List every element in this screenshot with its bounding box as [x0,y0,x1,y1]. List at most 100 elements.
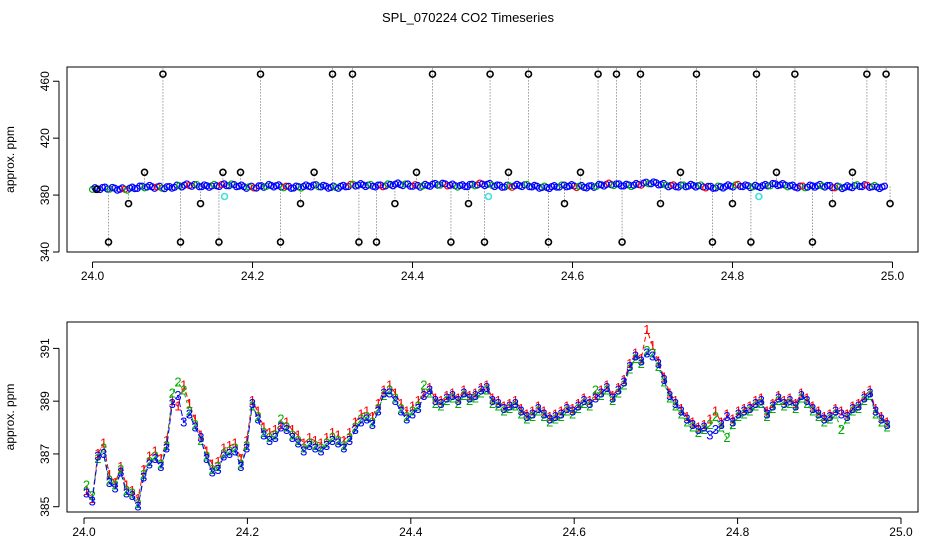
series-point-2: 2 [209,462,216,477]
series-point-3: 3 [815,406,822,421]
series-point-3: 3 [346,433,353,448]
series-point-3: 3 [174,388,181,403]
series-point-2: 2 [495,398,502,413]
series-point-2: 2 [506,401,513,416]
series-point-3: 3 [300,443,307,458]
series-point-1: 1 [626,356,633,371]
spike-point [636,70,645,78]
series-point-1: 1 [700,417,707,432]
series-point-1: 1 [197,427,204,442]
spike-point [594,70,602,78]
series-point-3: 3 [243,441,250,456]
series-point-3: 3 [786,393,793,408]
series-point-2: 2 [254,409,261,424]
series-point-1: 1 [712,404,719,419]
series-point-3: 3 [558,406,565,421]
series-point-2: 2 [220,446,227,461]
series-point-1: 1 [260,420,267,435]
baseline-point [406,182,414,190]
series-point-1: 1 [489,391,496,406]
series-point-1: 1 [529,404,536,419]
series-point-2: 2 [129,486,136,501]
series-point-2: 2 [111,478,118,493]
top-x-tick-label: 24.6 [561,269,585,283]
series-point-3: 3 [626,359,633,374]
spike-point [176,238,185,246]
bottom-panel: 1111111111111111111111111111111111111111… [3,321,919,539]
series-point-3: 3 [517,404,524,419]
series-point-2: 2 [706,417,713,432]
series-point-2: 2 [380,388,387,403]
series-point-3: 3 [489,393,496,408]
series-point-3: 3 [500,401,507,416]
series-point-1: 1 [878,409,885,424]
cyan-point [755,192,763,201]
baseline-point [255,182,263,190]
series-point-3: 3 [386,385,393,400]
series-point-1: 1 [346,425,353,440]
series-point-2: 2 [695,425,702,440]
series-point-1: 1 [443,388,450,403]
series-point-1: 1 [575,396,582,411]
series-point-2: 2 [872,406,879,421]
series-point-1: 1 [157,451,164,466]
bottom-x-tick-label: 24.2 [236,525,260,539]
series-point-3: 3 [289,430,296,445]
series-point-2: 2 [569,406,576,421]
series-point-1: 1 [334,427,341,442]
series-point-3: 3 [546,412,553,427]
series-point-1: 1 [580,391,587,406]
series-point-1: 1 [706,412,713,427]
series-point-2: 2 [483,383,490,398]
series-point-1: 1 [129,483,136,498]
series-point-1: 1 [683,409,690,424]
series-point-1: 1 [254,404,261,419]
series-point-2: 2 [157,457,164,472]
series-point-1: 1 [603,377,610,392]
series-point-3: 3 [123,486,130,501]
series-point-3: 3 [660,372,667,387]
series-point-3: 3 [420,388,427,403]
series-point-3: 3 [437,396,444,411]
series-point-3: 3 [592,391,599,406]
series-point-3: 3 [129,488,136,503]
series-point-2: 2 [729,417,736,432]
series-point-3: 3 [272,430,279,445]
baseline-point [585,182,593,190]
series-point-3: 3 [357,414,364,429]
top-x-tick-label: 24.8 [721,269,745,283]
series-point-1: 1 [769,396,776,411]
spike-point [310,168,318,177]
top-y-tick-label: 460 [38,71,52,91]
spike-point [215,238,223,246]
series-point-1: 1 [289,422,296,437]
spike-point [296,199,305,208]
series-point-3: 3 [523,409,530,424]
series-point-1: 1 [163,433,170,448]
series-point-3: 3 [826,409,833,424]
series-point-2: 2 [420,377,427,392]
series-point-3: 3 [552,409,559,424]
series-point-2: 2 [660,375,667,390]
series-point-3: 3 [723,409,730,424]
series-point-3: 3 [700,420,707,435]
spike-point [692,70,701,78]
series-point-2: 2 [763,409,770,424]
series-point-2: 2 [83,478,90,493]
series-point-3: 3 [209,464,216,479]
series-point-3: 3 [163,441,170,456]
series-point-2: 2 [437,398,444,413]
series-point-3: 3 [151,451,158,466]
series-point-2: 2 [649,346,656,361]
series-point-3: 3 [460,385,467,400]
series-point-3: 3 [483,380,490,395]
spike-point [747,238,755,246]
series-point-1: 1 [535,398,542,413]
baseline-point [525,183,534,191]
spike-point [828,199,837,208]
series-point-2: 2 [106,472,113,487]
series-point-1: 1 [174,398,181,413]
series-point-1: 1 [506,396,513,411]
series-point-2: 2 [775,393,782,408]
series-point-1: 1 [317,435,324,450]
